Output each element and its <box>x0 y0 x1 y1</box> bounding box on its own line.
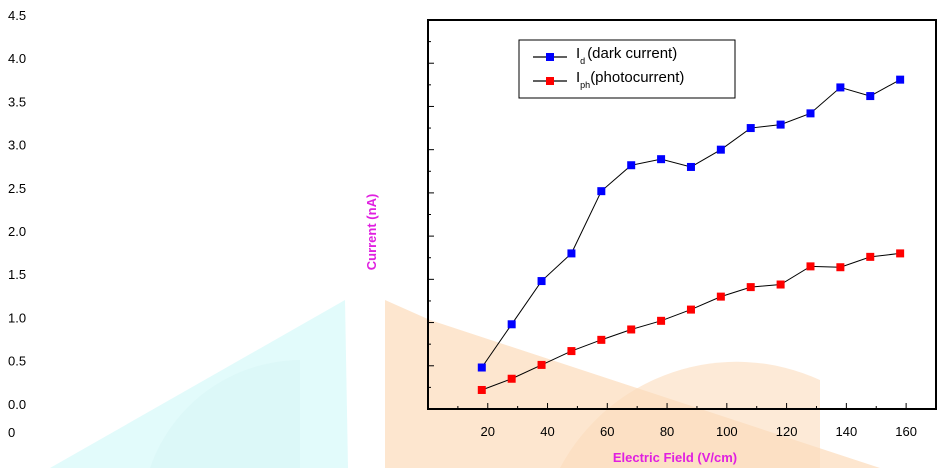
x-tick-label: 140 <box>836 424 858 439</box>
data-point <box>537 360 546 369</box>
x-tick-label: 160 <box>895 424 917 439</box>
legend-box <box>518 39 736 99</box>
x-tick-label: 80 <box>660 424 674 439</box>
y-tick-label: 2.0 <box>8 224 26 239</box>
data-point <box>806 262 815 271</box>
data-point <box>477 385 486 394</box>
data-point <box>477 363 486 372</box>
legend-marker-dark <box>546 53 554 61</box>
y-tick-label: 1.0 <box>8 310 26 325</box>
y-tick-label: 2.5 <box>8 181 26 196</box>
y-tick-label: 3.5 <box>8 94 26 109</box>
data-point <box>896 75 905 84</box>
y-axis-ticks <box>428 19 434 410</box>
data-point <box>746 283 755 292</box>
data-point <box>746 124 755 133</box>
x-tick-label: 60 <box>600 424 614 439</box>
series-layer <box>477 75 905 394</box>
y-tick-label: 0.5 <box>8 354 26 369</box>
series-dark-current <box>477 75 905 372</box>
x-axis-tick-labels: 20 40 60 80 100 120 140 160 <box>481 424 917 439</box>
x-axis-ticks <box>457 403 907 409</box>
data-point <box>716 145 725 154</box>
x-tick-label: 120 <box>776 424 798 439</box>
series-line <box>481 252 901 391</box>
data-point <box>567 249 576 258</box>
data-point <box>776 120 785 129</box>
data-point <box>866 252 875 261</box>
data-point <box>866 92 875 101</box>
y-tick-label: 1.5 <box>8 267 26 282</box>
legend-label-dark: Id (dark current) <box>576 45 677 66</box>
series-line <box>481 79 901 368</box>
data-point <box>657 155 666 164</box>
legend-label-photo: Iph(photocurrent) <box>576 69 684 90</box>
y-axis-zero-label: 0 <box>8 425 15 440</box>
y-tick-label: 0.0 <box>8 397 26 412</box>
data-point <box>776 280 785 289</box>
data-point <box>627 161 636 170</box>
data-point <box>716 292 725 301</box>
data-point <box>686 305 695 314</box>
data-point <box>657 316 666 325</box>
y-tick-label: 4.0 <box>8 51 26 66</box>
data-point <box>507 320 516 329</box>
data-point <box>597 335 606 344</box>
data-point <box>806 109 815 118</box>
data-point <box>896 249 905 258</box>
data-point <box>627 325 636 334</box>
data-point <box>507 374 516 383</box>
x-axis-title: Electric Field (V/cm) <box>613 450 737 465</box>
watermark-cyan-arc <box>150 360 300 468</box>
legend-marker-photo <box>546 77 554 85</box>
data-point <box>836 83 845 92</box>
x-tick-label: 20 <box>481 424 495 439</box>
x-tick-label: 40 <box>540 424 554 439</box>
y-tick-label: 4.5 <box>8 8 26 23</box>
y-tick-label: 3.0 <box>8 138 26 153</box>
data-point <box>567 347 576 356</box>
data-point <box>597 187 606 196</box>
x-tick-label: 100 <box>716 424 738 439</box>
legend: Id (dark current) Iph(photocurrent) <box>518 39 736 99</box>
watermark-orange-shape <box>385 300 880 468</box>
y-axis-title: Current (nA) <box>364 194 379 271</box>
series-photocurrent <box>477 249 905 394</box>
data-point <box>836 263 845 272</box>
data-point <box>686 162 695 171</box>
data-point <box>537 277 546 286</box>
watermark-orange-arc <box>560 361 820 468</box>
y-axis-tick-labels: 4.5 4.0 3.5 3.0 2.5 2.0 1.5 1.0 0.5 0.0 <box>8 8 26 412</box>
